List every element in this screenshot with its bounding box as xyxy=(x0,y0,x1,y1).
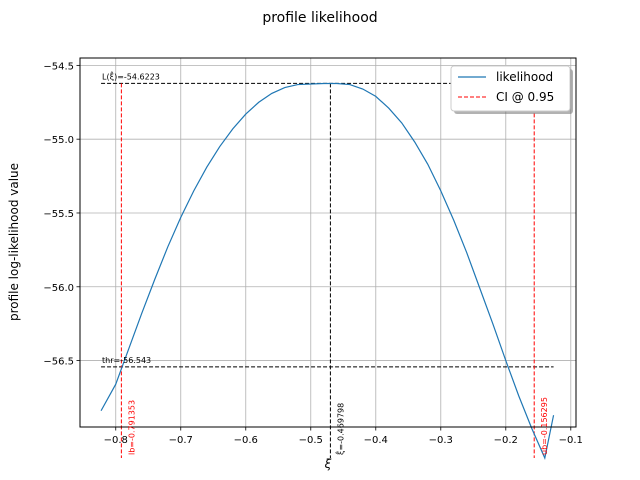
likelihood-curve xyxy=(100,82,555,460)
x-tick-label: −0.4 xyxy=(364,435,388,446)
y-tick-label: −56.0 xyxy=(43,283,74,294)
reference-lines xyxy=(101,82,554,458)
threshold-label: thr=-56.543 xyxy=(102,356,151,365)
optimum-value-label: L(ξ̂)=-54.6223 xyxy=(102,70,160,81)
y-tick-label: −55.0 xyxy=(43,135,74,146)
y-tick-label: −54.5 xyxy=(43,61,74,72)
chart-title: profile likelihood xyxy=(262,10,377,26)
y-axis-ticks: −54.5 −55.0 −55.5 −56.0 −56.5 xyxy=(43,61,80,368)
x-tick-label: −0.5 xyxy=(299,435,323,446)
grid xyxy=(80,58,576,427)
annotations: lb=-0.791353 ub=-0.156295 L(ξ̂)=-54.6223 th… xyxy=(102,70,549,455)
x-tick-label: −0.7 xyxy=(169,435,193,446)
x-axis-ticks: −0.8 −0.7 −0.6 −0.5 −0.4 −0.3 −0.2 −0.1 xyxy=(104,427,583,446)
y-axis-label: profile log-likelihood value xyxy=(7,163,21,321)
ci-ub-label: ub=-0.156295 xyxy=(540,397,549,455)
plot-frame xyxy=(79,57,577,428)
ci-lb-label: lb=-0.791353 xyxy=(127,400,136,455)
y-tick-label: −55.5 xyxy=(43,209,74,220)
legend-label-ci: CI @ 0.95 xyxy=(496,90,554,104)
legend: likelihood CI @ 0.95 xyxy=(450,65,573,114)
optimum-xi-label: ξ̂=-0.469798 xyxy=(334,403,345,455)
legend-label-likelihood: likelihood xyxy=(496,70,553,84)
x-tick-label: −0.8 xyxy=(104,435,128,446)
y-tick-label: −56.5 xyxy=(43,357,74,368)
ci-lines xyxy=(120,83,535,458)
x-tick-label: −0.6 xyxy=(234,435,258,446)
x-tick-label: −0.1 xyxy=(559,435,583,446)
x-tick-label: −0.3 xyxy=(429,435,453,446)
x-axis-label: ξ xyxy=(324,457,332,471)
x-tick-label: −0.2 xyxy=(494,435,518,446)
